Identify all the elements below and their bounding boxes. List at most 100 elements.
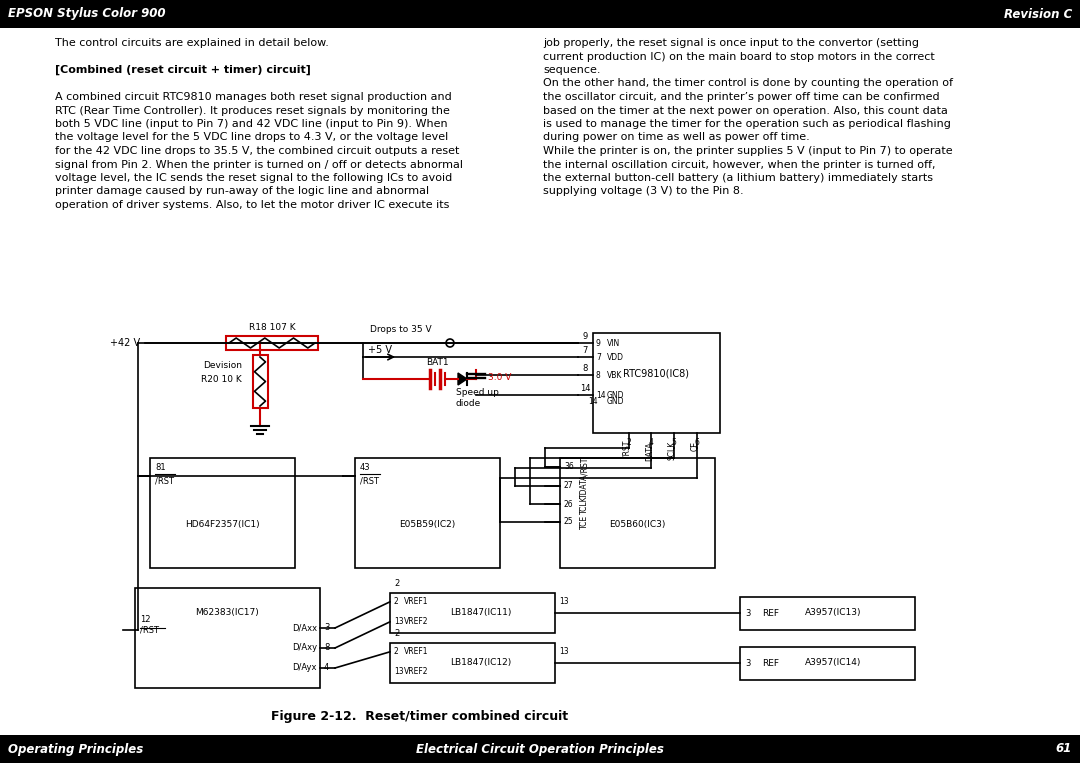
Text: during power on time as well as power off time.: during power on time as well as power of…	[543, 133, 810, 143]
Text: 8: 8	[596, 371, 600, 379]
Text: printer damage caused by run-away of the logic line and abnormal: printer damage caused by run-away of the…	[55, 186, 429, 197]
Text: current production IC) on the main board to stop motors in the correct: current production IC) on the main board…	[543, 51, 935, 62]
Text: 13: 13	[559, 597, 569, 607]
Text: 14: 14	[580, 384, 591, 393]
Text: R20 10 K: R20 10 K	[201, 375, 242, 384]
Text: 3: 3	[745, 658, 751, 668]
Text: E05B59(IC2): E05B59(IC2)	[400, 520, 456, 529]
Text: based on the timer at the next power on operation. Also, this count data: based on the timer at the next power on …	[543, 105, 948, 115]
Text: D/Axy: D/Axy	[292, 643, 318, 652]
Text: +5 V: +5 V	[368, 345, 392, 355]
Text: M62383(IC17): M62383(IC17)	[195, 609, 259, 617]
Bar	[0, 0, 1080, 28]
Text: A combined circuit RTC9810 manages both reset signal production and: A combined circuit RTC9810 manages both …	[55, 92, 451, 102]
Text: The control circuits are explained in detail below.: The control circuits are explained in de…	[55, 38, 329, 48]
Text: VREF2: VREF2	[404, 617, 429, 626]
Text: CE: CE	[690, 441, 700, 451]
Text: GND: GND	[607, 391, 624, 400]
Text: RTC9810(IC8): RTC9810(IC8)	[623, 368, 689, 378]
Text: both 5 VDC line (input to Pin 7) and 42 VDC line (input to Pin 9). When: both 5 VDC line (input to Pin 7) and 42 …	[55, 119, 447, 129]
Text: diode: diode	[456, 399, 482, 408]
Text: Drops to 35 V: Drops to 35 V	[370, 325, 432, 334]
Bar	[355, 458, 500, 568]
Text: A3957(IC14): A3957(IC14)	[805, 658, 862, 668]
Text: R18 107 K: R18 107 K	[248, 323, 295, 332]
Text: 25: 25	[564, 517, 573, 526]
Text: 3: 3	[745, 609, 751, 617]
Text: for the 42 VDC line drops to 35.5 V, the combined circuit outputs a reset: for the 42 VDC line drops to 35.5 V, the…	[55, 146, 459, 156]
Text: 36: 36	[564, 462, 573, 472]
Text: 4: 4	[649, 438, 653, 447]
Text: the external button-cell battery (a lithium battery) immediately starts: the external button-cell battery (a lith…	[543, 173, 933, 183]
Text: TCLK: TCLK	[580, 495, 589, 513]
Text: REF: REF	[762, 658, 779, 668]
Text: 13: 13	[394, 668, 404, 676]
Text: voltage level, the IC sends the reset signal to the following ICs to avoid: voltage level, the IC sends the reset si…	[55, 173, 453, 183]
Polygon shape	[458, 373, 467, 385]
Text: 4: 4	[324, 664, 329, 672]
Text: 9: 9	[596, 339, 600, 347]
Text: Operating Principles: Operating Principles	[8, 742, 144, 755]
Text: 3.0 V: 3.0 V	[488, 372, 511, 382]
Text: sequence.: sequence.	[543, 65, 600, 75]
Text: /RST: /RST	[360, 476, 379, 485]
Text: the voltage level for the 5 VDC line drops to 4.3 V, or the voltage level: the voltage level for the 5 VDC line dro…	[55, 133, 448, 143]
Text: is used to manage the timer for the operation such as periodical flashing: is used to manage the timer for the oper…	[543, 119, 950, 129]
Text: 2: 2	[626, 438, 631, 447]
Text: Devision: Devision	[203, 360, 242, 369]
Text: the oscillator circuit, and the printer’s power off time can be confirmed: the oscillator circuit, and the printer’…	[543, 92, 940, 102]
Text: 81: 81	[156, 463, 165, 472]
Text: the internal oscillation circuit, however, when the printer is turned off,: the internal oscillation circuit, howeve…	[543, 159, 935, 169]
Text: While the printer is on, the printer supplies 5 V (input to Pin 7) to operate: While the printer is on, the printer sup…	[543, 146, 953, 156]
Text: signal from Pin 2. When the printer is turned on / off or detects abnormal: signal from Pin 2. When the printer is t…	[55, 159, 463, 169]
Text: VREF1: VREF1	[404, 647, 429, 656]
Bar	[740, 597, 915, 629]
Text: Electrical Circuit Operation Principles: Electrical Circuit Operation Principles	[416, 742, 664, 755]
Text: 27: 27	[564, 481, 573, 490]
Text: LB1847(IC12): LB1847(IC12)	[450, 658, 511, 668]
Bar	[593, 333, 720, 433]
Text: /RST: /RST	[156, 476, 174, 485]
Text: VIN: VIN	[607, 339, 620, 347]
Text: Revision C: Revision C	[1003, 8, 1072, 21]
Text: 5: 5	[672, 438, 677, 447]
Text: 2: 2	[394, 579, 400, 588]
Text: D/Ayx: D/Ayx	[293, 664, 318, 672]
Text: 43: 43	[360, 463, 370, 472]
Text: TCE: TCE	[580, 515, 589, 529]
Text: Speed up: Speed up	[456, 388, 499, 397]
Text: /RST: /RST	[140, 626, 159, 635]
Text: VREF1: VREF1	[404, 597, 429, 607]
Text: 2: 2	[394, 647, 399, 656]
Bar	[561, 458, 715, 568]
Text: REF: REF	[762, 609, 779, 617]
Text: [Combined (reset circuit + timer) circuit]: [Combined (reset circuit + timer) circui…	[55, 65, 311, 76]
Text: RTC (Rear Time Controller). It produces reset signals by monitoring the: RTC (Rear Time Controller). It produces …	[55, 105, 450, 115]
Text: D/Axx: D/Axx	[292, 623, 318, 633]
Text: 6: 6	[694, 438, 700, 447]
Text: operation of driver systems. Also, to let the motor driver IC execute its: operation of driver systems. Also, to le…	[55, 200, 449, 210]
Text: 13: 13	[559, 647, 569, 656]
Text: Figure 2-12.  Reset/timer combined circuit: Figure 2-12. Reset/timer combined circui…	[271, 710, 568, 723]
Text: 13: 13	[394, 617, 404, 626]
Text: 8: 8	[324, 643, 329, 652]
Bar	[390, 593, 555, 633]
Bar	[150, 458, 295, 568]
Text: A3957(IC13): A3957(IC13)	[805, 609, 862, 617]
Text: 14: 14	[596, 391, 606, 400]
Text: /RST: /RST	[622, 441, 631, 459]
Bar	[226, 336, 318, 350]
Text: +42 V: +42 V	[110, 338, 140, 348]
Text: GND: GND	[607, 397, 624, 406]
Text: EPSON Stylus Color 900: EPSON Stylus Color 900	[8, 8, 165, 21]
Text: 12: 12	[140, 616, 150, 624]
Text: 7: 7	[582, 346, 588, 355]
Text: 8: 8	[582, 364, 588, 373]
Text: 14: 14	[588, 397, 597, 406]
Text: 2: 2	[394, 629, 400, 638]
Bar	[253, 355, 268, 408]
Text: LB1847(IC11): LB1847(IC11)	[450, 609, 512, 617]
Text: /RST: /RST	[580, 458, 589, 475]
Text: 2: 2	[394, 597, 399, 607]
Text: HD64F2357(IC1): HD64F2357(IC1)	[185, 520, 260, 529]
